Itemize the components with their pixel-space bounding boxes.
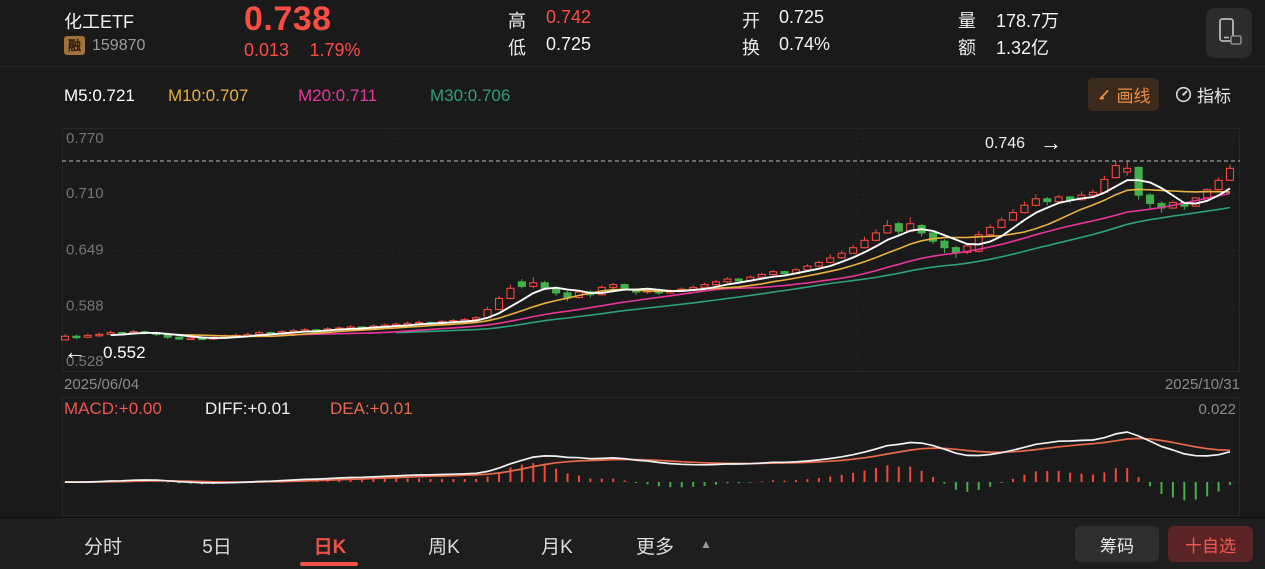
rotate-phone-icon xyxy=(1219,18,1242,45)
dea-value-label: DEA:+0.01 xyxy=(330,399,413,418)
ma10-label: M10:0.707 xyxy=(168,86,249,105)
stat-turnover-label: 换 xyxy=(742,38,760,58)
svg-text:0.649: 0.649 xyxy=(66,241,104,258)
stock-code: 159870 xyxy=(92,37,146,54)
stat-high-label: 高 xyxy=(508,11,526,31)
more-caret-icon[interactable]: ▲ xyxy=(700,537,712,551)
stat-low-label: 低 xyxy=(508,38,526,58)
tab-intraday[interactable]: 分时 xyxy=(83,537,122,558)
svg-text:0.528: 0.528 xyxy=(66,353,104,370)
start-date: 2025/06/04 xyxy=(64,376,140,393)
stat-volume-label: 量 xyxy=(958,11,976,31)
stat-turnover-value: 0.74% xyxy=(779,34,831,54)
macd-chart[interactable] xyxy=(0,424,1265,516)
header-divider xyxy=(0,66,1265,67)
stat-low-value: 0.725 xyxy=(546,34,592,54)
chip-distribution-button[interactable]: 筹码 xyxy=(1075,526,1159,562)
tab-5day[interactable]: 5日 xyxy=(202,537,232,558)
stock-name: 化工ETF xyxy=(64,12,134,32)
ma5-label: M5:0.721 xyxy=(64,86,135,105)
draw-line-button[interactable]: 画线 xyxy=(1088,78,1159,111)
tab-weekly-k[interactable]: 周K xyxy=(428,537,460,558)
svg-text:0.552: 0.552 xyxy=(103,343,146,362)
diff-value-label: DIFF:+0.01 xyxy=(205,399,291,418)
svg-text:0.710: 0.710 xyxy=(66,185,104,202)
ma30-label: M30:0.706 xyxy=(430,86,511,105)
rotate-screen-button[interactable] xyxy=(1206,8,1252,58)
pencil-icon xyxy=(1098,89,1109,100)
tab-more[interactable]: 更多 xyxy=(635,537,674,558)
stat-high-value: 0.742 xyxy=(546,7,592,27)
end-date: 2025/10/31 xyxy=(1164,376,1240,393)
stat-amount-value: 1.32亿 xyxy=(996,38,1050,58)
svg-text:0.770: 0.770 xyxy=(66,130,104,147)
ma20-label: M20:0.711 xyxy=(298,86,378,105)
stat-open-label: 开 xyxy=(742,11,760,31)
svg-text:0.588: 0.588 xyxy=(66,298,104,315)
tab-bar xyxy=(0,518,1265,569)
stat-amount-label: 额 xyxy=(958,38,976,58)
indicator-button[interactable]: 指标 xyxy=(1164,78,1242,111)
macd-value-label: MACD:+0.00 xyxy=(64,399,162,418)
stat-open-value: 0.725 xyxy=(779,7,825,27)
indicator-label: 指标 xyxy=(1197,87,1231,106)
margin-badge: 融 xyxy=(64,36,85,55)
svg-text:→: → xyxy=(1040,130,1062,155)
macd-panel-frame xyxy=(62,397,1240,516)
tab-monthly-k[interactable]: 月K xyxy=(541,537,573,558)
stat-volume-value: 178.7万 xyxy=(996,11,1060,31)
gauge-icon xyxy=(1175,86,1192,103)
svg-text:0.746: 0.746 xyxy=(985,135,1025,152)
add-watchlist-button[interactable]: 十自选 xyxy=(1168,526,1253,562)
current-price: 0.738 xyxy=(244,0,332,38)
candlestick-chart[interactable]: 0.770 0.710 0.649 0.588 0.528 0.746 → ← 0.552 xyxy=(0,125,1265,375)
tab-daily-k[interactable]: 日K xyxy=(313,537,347,558)
svg-text:←: ← xyxy=(64,339,86,364)
tabbar-divider xyxy=(0,517,1265,518)
price-change: 0.013 xyxy=(244,40,290,60)
draw-line-label: 画线 xyxy=(1116,87,1151,106)
macd-axis-max: 0.022 xyxy=(1198,401,1236,418)
price-change-pct: 1.79% xyxy=(309,40,361,60)
active-tab-underline xyxy=(300,562,358,566)
